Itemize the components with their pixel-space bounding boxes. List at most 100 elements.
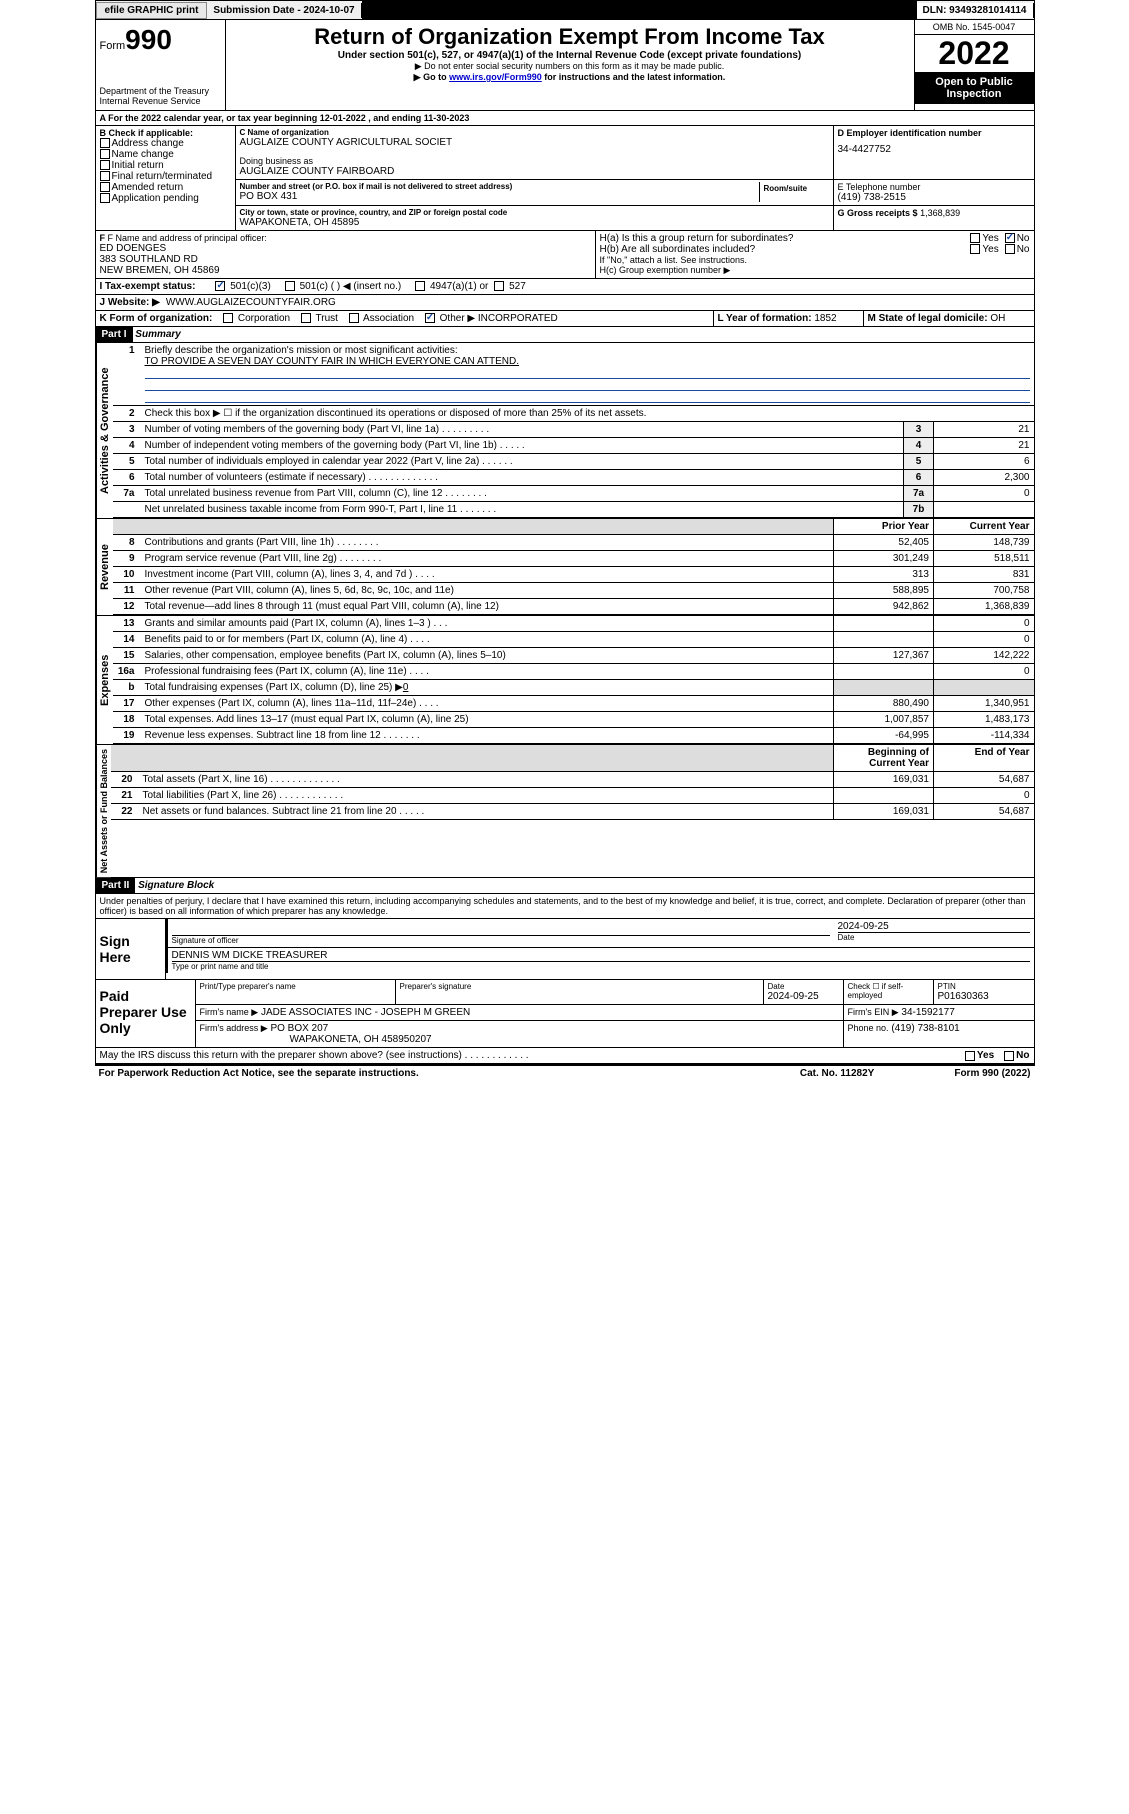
- e22: 54,687: [934, 804, 1034, 820]
- hb-no[interactable]: No: [1005, 244, 1030, 255]
- room-label: Room/suite: [764, 184, 825, 193]
- part2-label: Part II: [96, 878, 136, 893]
- p9: 301,249: [834, 551, 934, 567]
- efile-print-button[interactable]: efile GRAPHIC print: [96, 2, 208, 19]
- l1-mission: TO PROVIDE A SEVEN DAY COUNTY FAIR IN WH…: [145, 356, 520, 367]
- v4: 21: [934, 438, 1034, 454]
- l8: Contributions and grants (Part VIII, lin…: [141, 535, 834, 551]
- ha-label: H(a) Is this a group return for subordin…: [600, 233, 971, 244]
- revenue-block: Revenue Prior YearCurrent Year 8Contribu…: [95, 519, 1035, 616]
- discuss-yes[interactable]: Yes: [965, 1050, 994, 1061]
- p18: 1,007,857: [834, 712, 934, 728]
- side-expenses: Expenses: [96, 616, 113, 744]
- l2: Check this box ▶ ☐ if the organization d…: [141, 406, 1034, 422]
- side-revenue: Revenue: [96, 519, 113, 615]
- chk-corp[interactable]: Corporation: [223, 313, 290, 324]
- chk-501c[interactable]: 501(c) ( ) ◀ (insert no.): [285, 281, 401, 292]
- l17: Other expenses (Part IX, column (A), lin…: [141, 696, 834, 712]
- chk-4947[interactable]: 4947(a)(1) or: [415, 281, 488, 292]
- discuss-no[interactable]: No: [1004, 1050, 1029, 1061]
- dln: DLN: 93493281014114: [917, 3, 1034, 18]
- street-label: Number and street (or P.O. box if mail i…: [240, 182, 759, 191]
- l18: Total expenses. Add lines 13–17 (must eq…: [141, 712, 834, 728]
- c14: 0: [934, 632, 1034, 648]
- chk-trust[interactable]: Trust: [301, 313, 338, 324]
- v6: 2,300: [934, 470, 1034, 486]
- note-link: ▶ Go to www.irs.gov/Form990 for instruct…: [230, 72, 910, 83]
- chk-assoc[interactable]: Association: [349, 313, 414, 324]
- c8: 148,739: [934, 535, 1034, 551]
- p15: 127,367: [834, 648, 934, 664]
- officer-label: F F Name and address of principal office…: [100, 233, 591, 243]
- chk-initial[interactable]: Initial return: [100, 160, 231, 171]
- dba-label: Doing business as: [240, 156, 829, 166]
- prep-sig-label: Preparer's signature: [400, 982, 759, 991]
- irs-link[interactable]: www.irs.gov/Form990: [449, 72, 542, 82]
- prior-header: Prior Year: [834, 519, 934, 535]
- ha-no[interactable]: No: [1005, 233, 1030, 244]
- website-value: WWW.AUGLAIZECOUNTYFAIR.ORG: [166, 297, 336, 308]
- officer-addr2: NEW BREMEN, OH 45869: [100, 265, 591, 276]
- l6: Total number of volunteers (estimate if …: [141, 470, 904, 486]
- other-value: INCORPORATED: [478, 313, 558, 324]
- e20: 54,687: [934, 772, 1034, 788]
- expenses-block: Expenses 13Grants and similar amounts pa…: [95, 616, 1035, 745]
- chk-other[interactable]: Other ▶: [425, 313, 475, 324]
- hb-yes[interactable]: Yes: [970, 244, 998, 255]
- l20: Total assets (Part X, line 16) . . . . .…: [139, 772, 834, 788]
- irs-label: Internal Revenue Service: [100, 96, 221, 106]
- hb-label: H(b) Are all subordinates included?: [600, 244, 971, 255]
- side-governance: Activities & Governance: [96, 343, 113, 518]
- hc-label: H(c) Group exemption number ▶: [600, 265, 1030, 276]
- box-b-title: B Check if applicable:: [100, 128, 231, 138]
- perjury-text: Under penalties of perjury, I declare th…: [95, 894, 1035, 919]
- part2-header-row: Part II Signature Block: [95, 878, 1035, 894]
- firm-phone: (419) 738-8101: [891, 1023, 959, 1034]
- form-title: Return of Organization Exempt From Incom…: [230, 24, 910, 50]
- row-i: I Tax-exempt status: 501(c)(3) 501(c) ( …: [95, 279, 1035, 295]
- c18: 1,483,173: [934, 712, 1034, 728]
- officer-name: ED DOENGES: [100, 243, 591, 254]
- v3: 21: [934, 422, 1034, 438]
- l21: Total liabilities (Part X, line 26) . . …: [139, 788, 834, 804]
- org-name: AUGLAIZE COUNTY AGRICULTURAL SOCIET: [240, 137, 829, 148]
- phone-label: E Telephone number: [838, 182, 1030, 192]
- officer-group-block: F F Name and address of principal office…: [95, 231, 1035, 279]
- tax-year: 2022: [915, 35, 1034, 72]
- prep-name-label: Print/Type preparer's name: [200, 982, 391, 991]
- part1-title: Summary: [135, 329, 181, 340]
- dept-treasury: Department of the Treasury: [100, 86, 221, 96]
- chk-527[interactable]: 527: [494, 281, 525, 292]
- chk-name[interactable]: Name change: [100, 149, 231, 160]
- l14: Benefits paid to or for members (Part IX…: [141, 632, 834, 648]
- b20: 169,031: [834, 772, 934, 788]
- firm-name: JADE ASSOCIATES INC - JOSEPH M GREEN: [261, 1007, 470, 1018]
- part1-label: Part I: [96, 327, 133, 342]
- open-public: Open to Public Inspection: [915, 72, 1034, 104]
- chk-amended[interactable]: Amended return: [100, 182, 231, 193]
- chk-final[interactable]: Final return/terminated: [100, 171, 231, 182]
- l7a: Total unrelated business revenue from Pa…: [141, 486, 904, 502]
- self-employed[interactable]: Check ☐ if self-employed: [844, 980, 934, 1004]
- ha-yes[interactable]: Yes: [970, 233, 998, 244]
- chk-501c3[interactable]: 501(c)(3): [215, 281, 270, 292]
- note-ssn: ▶ Do not enter social security numbers o…: [230, 61, 910, 72]
- part1-header-row: Part I Summary: [95, 327, 1035, 343]
- c13: 0: [934, 616, 1034, 632]
- year-formation: 1852: [814, 313, 836, 324]
- c17: 1,340,951: [934, 696, 1034, 712]
- c16a: 0: [934, 664, 1034, 680]
- l12: Total revenue—add lines 8 through 11 (mu…: [141, 599, 834, 615]
- state-domicile: OH: [990, 313, 1005, 324]
- l9: Program service revenue (Part VIII, line…: [141, 551, 834, 567]
- sign-here-block: Sign Here Signature of officer 2024-09-2…: [95, 919, 1035, 980]
- sig-date-value: 2024-09-25: [838, 921, 1030, 932]
- type-name-label: Type or print name and title: [172, 961, 1030, 971]
- sign-here-label: Sign Here: [96, 919, 166, 979]
- sig-officer-label: Signature of officer: [172, 935, 830, 945]
- chk-address[interactable]: Address change: [100, 138, 231, 149]
- firm-addr1: PO BOX 207: [270, 1023, 328, 1034]
- part2-title: Signature Block: [138, 880, 214, 891]
- officer-addr1: 383 SOUTHLAND RD: [100, 254, 591, 265]
- chk-pending[interactable]: Application pending: [100, 193, 231, 204]
